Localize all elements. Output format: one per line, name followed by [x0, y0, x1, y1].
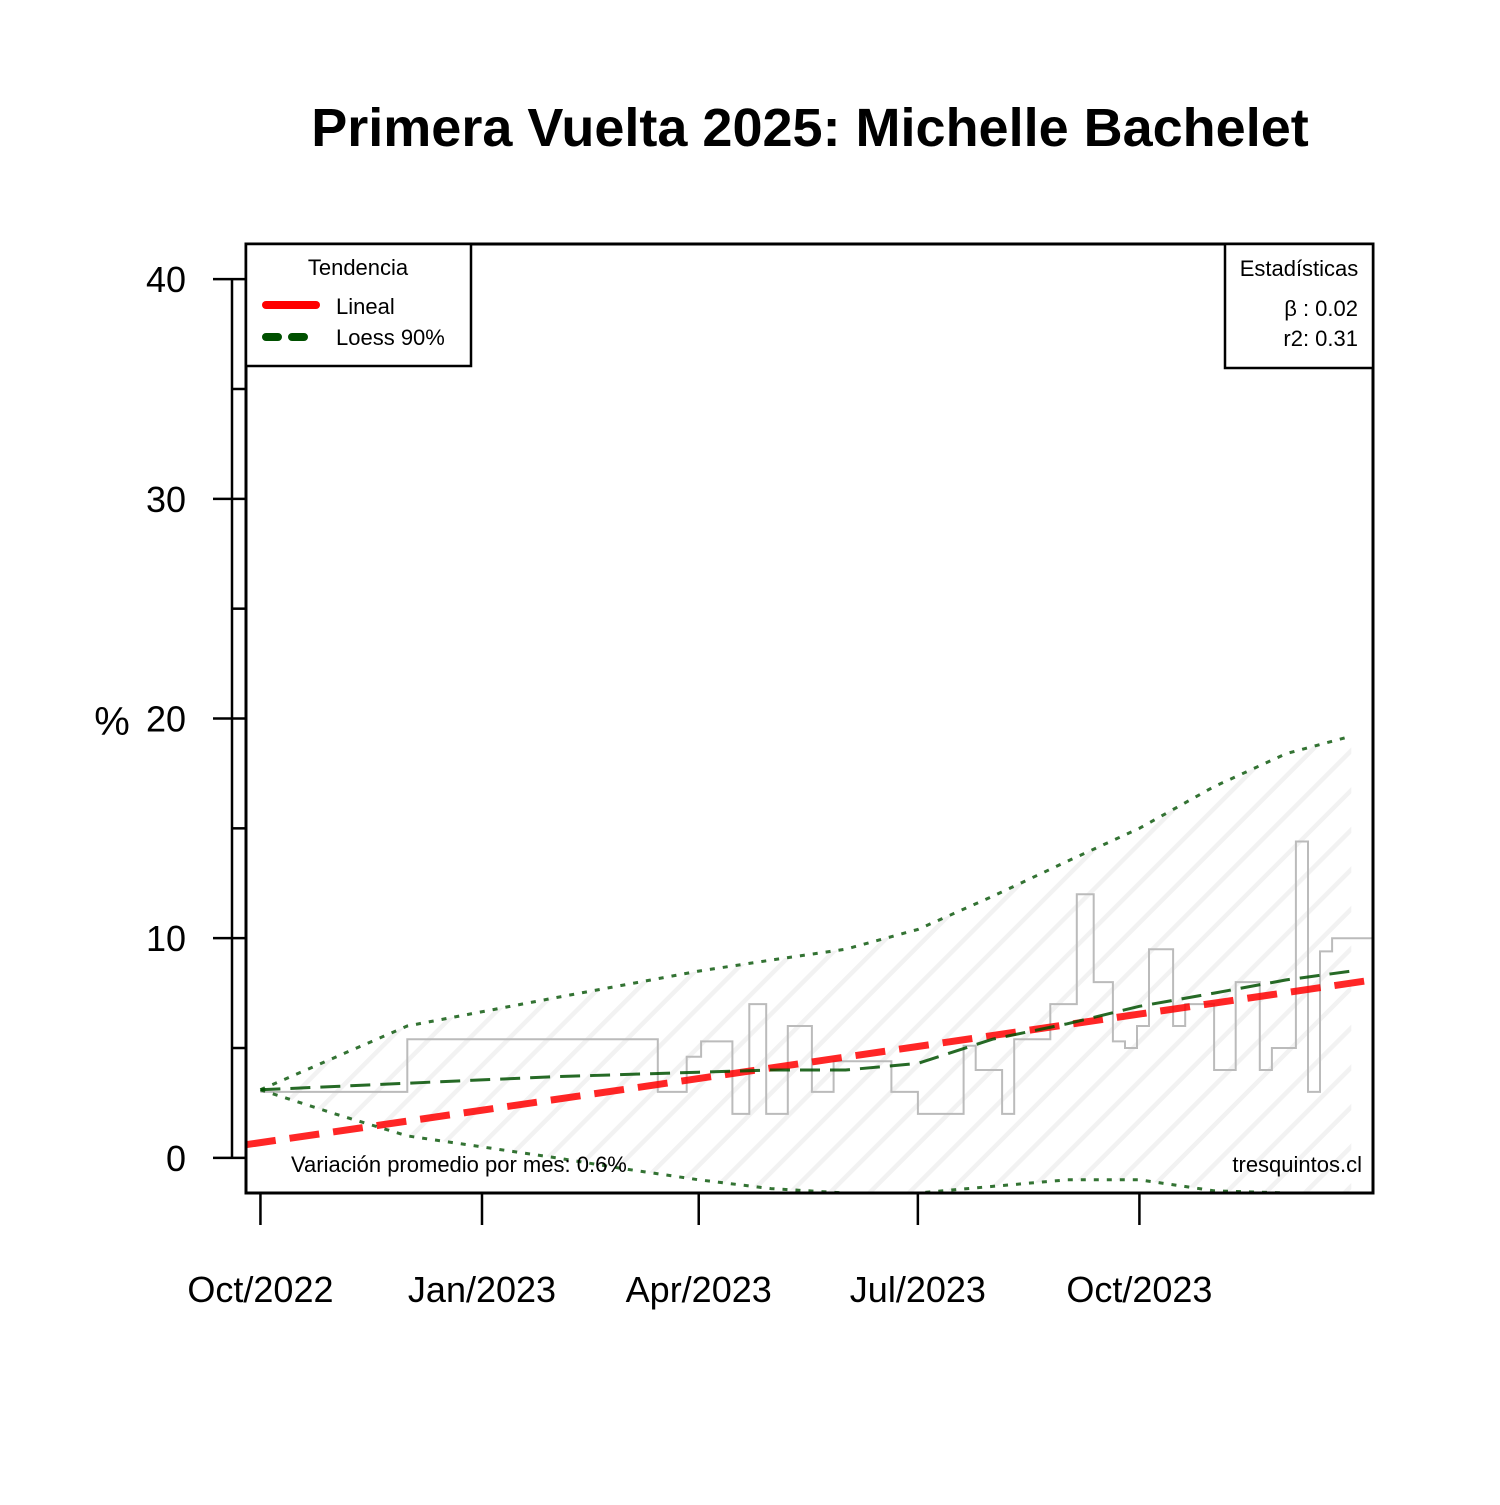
legend-title: Tendencia [308, 255, 409, 280]
stats-title: Estadísticas [1240, 256, 1359, 281]
y-axis-label: % [94, 700, 130, 744]
confidence-band [260, 736, 1351, 1193]
x-tick-label: Oct/2022 [187, 1269, 333, 1310]
y-tick-label: 10 [146, 918, 186, 959]
chart-title: Primera Vuelta 2025: Michelle Bachelet [311, 98, 1308, 158]
stats-box: Estadísticas β : 0.02 r2: 0.31 [1225, 244, 1373, 368]
y-tick-label: 20 [146, 699, 186, 740]
x-tick-label: Oct/2023 [1066, 1269, 1212, 1310]
y-tick-label: 40 [146, 259, 186, 300]
legend-label-lineal: Lineal [336, 294, 395, 319]
legend-tendencia: Tendencia Lineal Loess 90% [246, 244, 471, 366]
y-tick-label: 0 [166, 1138, 186, 1179]
plot-clip-group [246, 736, 1379, 1193]
footnote-source: tresquintos.cl [1232, 1152, 1362, 1177]
x-tick-label: Jul/2023 [850, 1269, 986, 1310]
legend-label-loess: Loess 90% [336, 325, 445, 350]
stats-r2: r2: 0.31 [1283, 326, 1358, 351]
stats-beta: β : 0.02 [1284, 296, 1358, 321]
x-tick-label: Jan/2023 [408, 1269, 556, 1310]
y-tick-label: 30 [146, 479, 186, 520]
footnote-variation: Variación promedio por mes: 0.6% [291, 1152, 627, 1177]
plot-area [246, 736, 1379, 1193]
x-tick-label: Apr/2023 [626, 1269, 772, 1310]
